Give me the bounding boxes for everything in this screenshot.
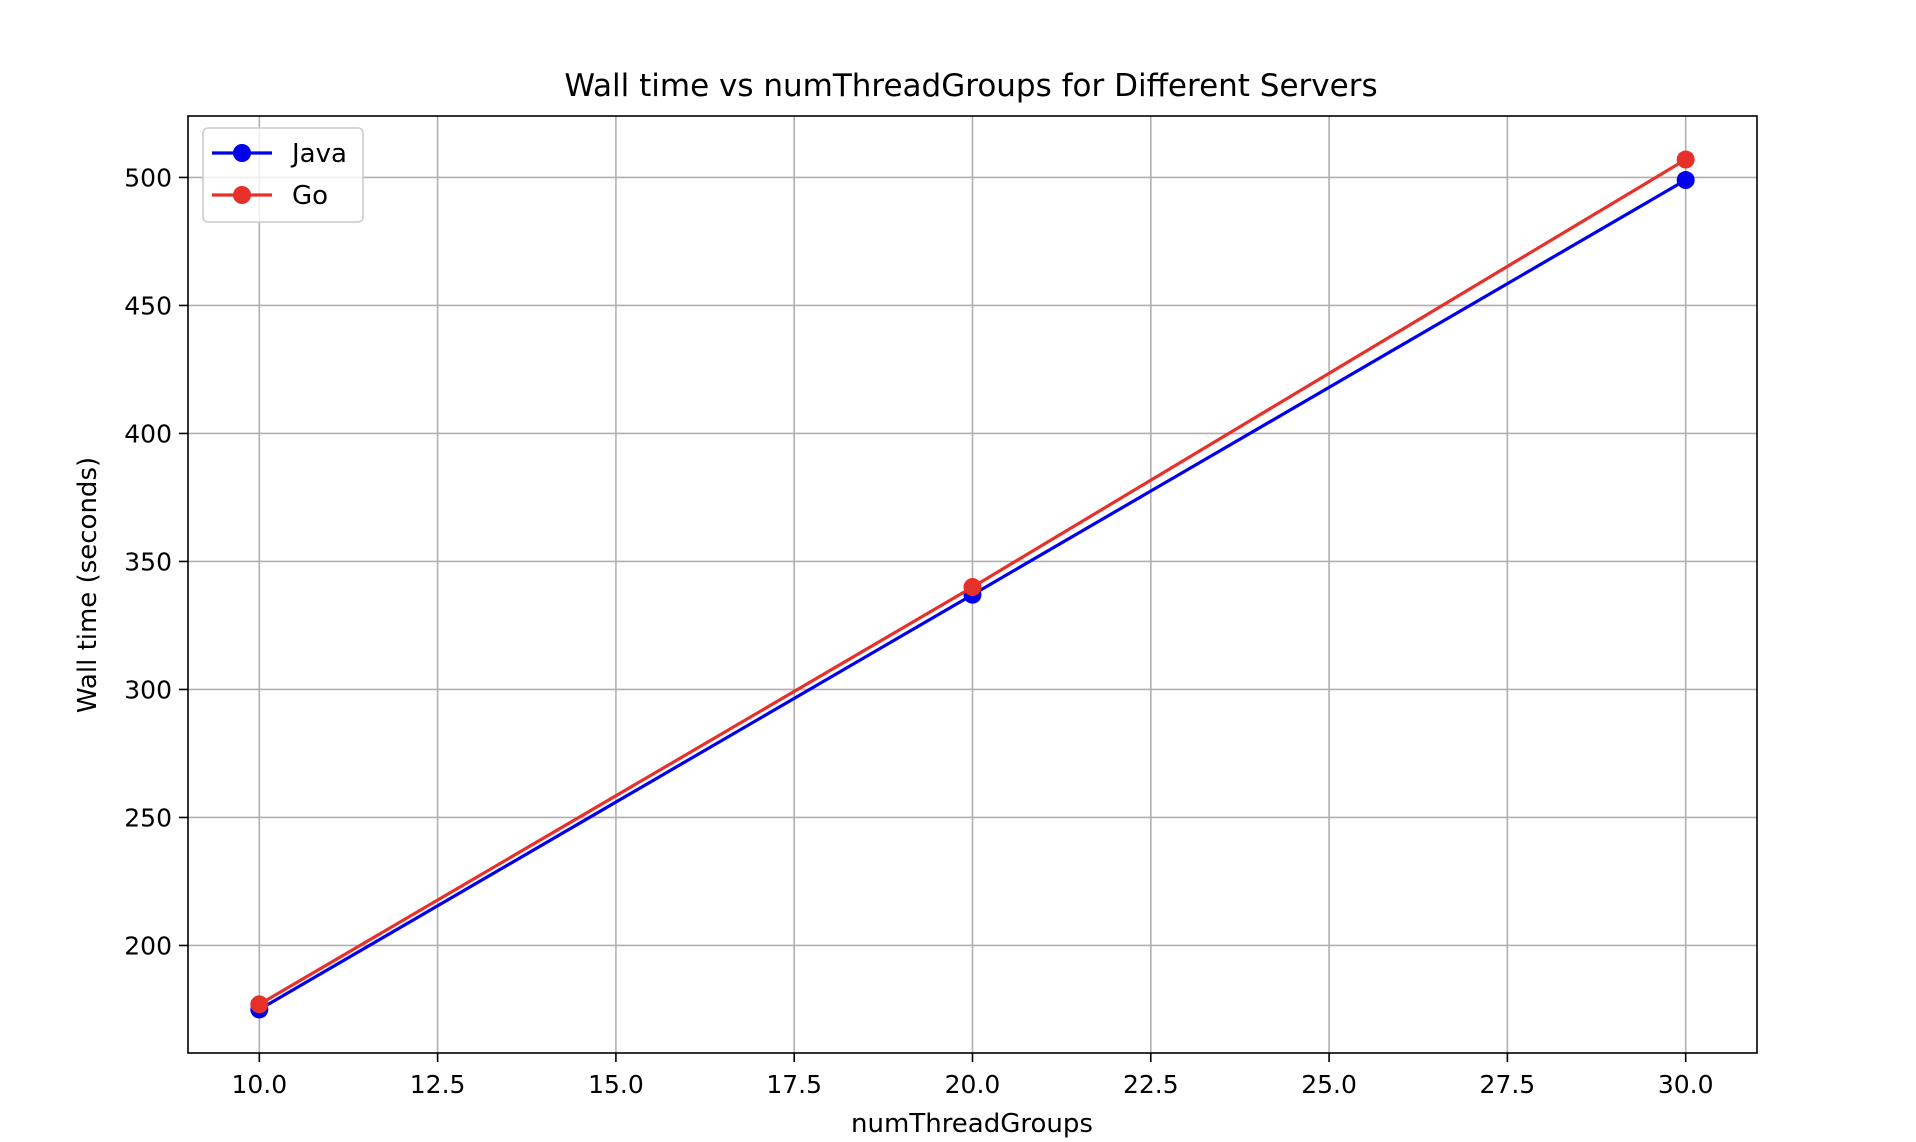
x-tick-label: 15.0 <box>588 1070 644 1099</box>
x-tick-label: 25.0 <box>1301 1070 1357 1099</box>
legend: Java Go <box>202 127 364 223</box>
y-tick-label: 300 <box>124 675 172 704</box>
chart-title: Wall time vs numThreadGroups for Differe… <box>564 68 1377 104</box>
x-tick-label: 20.0 <box>945 1070 1001 1099</box>
x-tick-label: 22.5 <box>1123 1070 1179 1099</box>
x-tick-label: 27.5 <box>1480 1070 1536 1099</box>
series-layer <box>250 150 1695 1019</box>
x-axis-label: numThreadGroups <box>851 1109 1093 1139</box>
y-tick-label: 350 <box>124 547 172 576</box>
x-tick-label: 12.5 <box>410 1070 466 1099</box>
data-point-go <box>1676 150 1695 169</box>
y-tick-label: 250 <box>124 803 172 832</box>
legend-label-go: Go <box>292 181 328 211</box>
data-point-go <box>963 578 982 597</box>
y-tick-label: 400 <box>124 419 172 448</box>
legend-label-java: Java <box>290 139 347 169</box>
y-tick-label: 500 <box>124 163 172 192</box>
x-tick-label: 10.0 <box>231 1070 287 1099</box>
x-axis: 10.0 12.5 15.0 17.5 20.0 22.5 25.0 27.5 30.0 <box>231 1053 1714 1099</box>
grid <box>188 116 1757 1053</box>
x-tick-label: 30.0 <box>1658 1070 1714 1099</box>
y-tick-label: 200 <box>124 931 172 960</box>
x-tick-label: 17.5 <box>766 1070 822 1099</box>
data-point-go <box>250 995 269 1014</box>
legend-marker-go <box>233 186 251 204</box>
y-axis-label: Wall time (seconds) <box>73 457 103 713</box>
y-tick-label: 450 <box>124 291 172 320</box>
y-axis: 200 250 300 350 400 450 500 <box>124 163 188 960</box>
legend-marker-java <box>233 144 251 162</box>
data-point-java <box>1676 171 1695 190</box>
